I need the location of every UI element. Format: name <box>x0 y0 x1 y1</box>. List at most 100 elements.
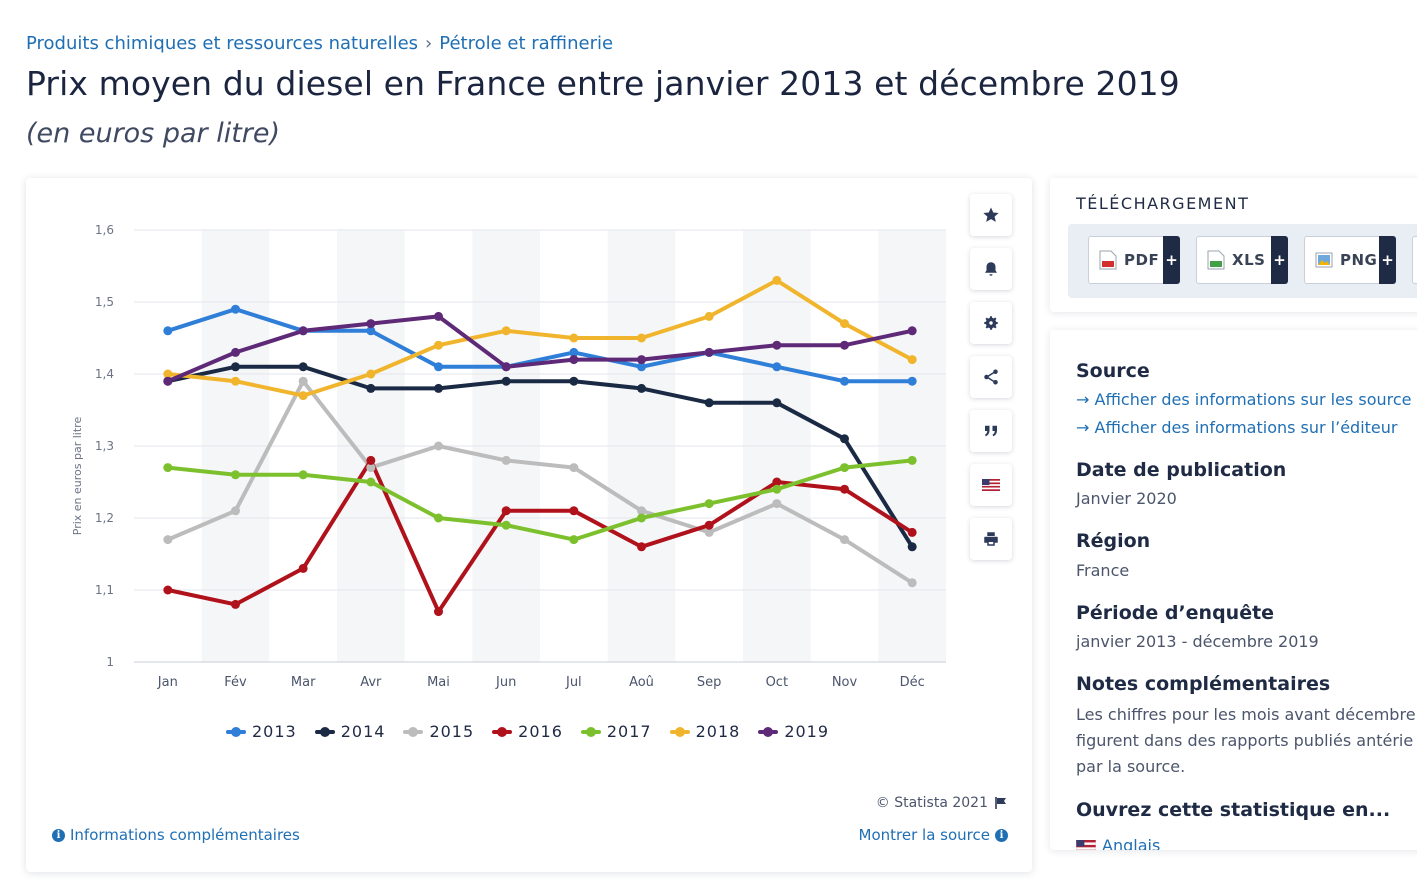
x-tick-label: Déc <box>900 675 925 690</box>
open-in-english-label: Anglais <box>1102 836 1161 850</box>
data-point-2013 <box>434 362 443 372</box>
notes-line: figurent dans des rapports publiés antér… <box>1076 731 1414 750</box>
star-icon <box>983 207 999 222</box>
series-line-2014 <box>165 364 915 549</box>
data-point-2018 <box>298 391 308 401</box>
info-icon: i <box>995 828 1008 842</box>
survey-period-value: janvier 2013 - décembre 2019 <box>1076 632 1319 651</box>
download-card: TÉLÉCHARGEMENT PDF + XLS + PNG + <box>1050 178 1417 312</box>
data-point-2018 <box>772 275 782 285</box>
publisher-info-link[interactable]: → Afficher des informations sur l’éditeu… <box>1076 418 1398 437</box>
data-point-2018 <box>840 319 849 329</box>
cite-button[interactable] <box>970 410 1012 452</box>
legend-label: 2014 <box>340 722 386 741</box>
favorite-button[interactable] <box>970 194 1012 236</box>
region-value: France <box>1076 561 1130 580</box>
x-tick-label: Avr <box>360 675 382 690</box>
legend-marker <box>492 726 513 737</box>
data-point-2018 <box>501 326 511 336</box>
data-point-2019 <box>637 355 646 365</box>
download-xls-label: XLS <box>1232 251 1266 269</box>
data-point-2017 <box>231 470 240 480</box>
legend-dot <box>319 726 330 737</box>
print-icon <box>984 532 998 546</box>
chart-card: 1 1,1 1,2 1,3 1,4 1,5 1,6 Jan Fév Mar Avr Mai Jun Jul… <box>26 178 1032 872</box>
copyright: © Statista 2021 <box>876 795 1008 811</box>
notes-line: Les chiffres pour les mois avant décembr… <box>1076 705 1416 724</box>
data-point-2017 <box>840 463 849 473</box>
plus-icon: + <box>1163 236 1180 284</box>
y-tick-label: 1,4 <box>95 367 114 381</box>
legend-item-2015[interactable]: 2015 <box>403 722 474 741</box>
region-heading: Région <box>1076 530 1151 552</box>
y-tick-label: 1,3 <box>95 439 114 453</box>
print-button[interactable] <box>970 518 1012 560</box>
download-pdf-button[interactable]: PDF + <box>1088 236 1180 284</box>
chart-legend: 2013 2014 2015 2016 2017 2018 2019 <box>226 722 847 741</box>
data-point-2016 <box>231 599 240 609</box>
breadcrumb-item-petroleum[interactable]: Pétrole et raffinerie <box>439 33 614 54</box>
data-point-2015 <box>163 535 173 545</box>
breadcrumb-item-chemicals[interactable]: Produits chimiques et ressources naturel… <box>26 33 419 54</box>
download-more-button[interactable] <box>1412 236 1417 284</box>
x-tick-label: Nov <box>832 675 858 690</box>
gear-icon <box>984 316 998 330</box>
data-point-2019 <box>772 340 782 350</box>
share-button[interactable] <box>970 356 1012 398</box>
data-point-2019 <box>501 362 511 372</box>
data-point-2017 <box>298 470 308 480</box>
legend-item-2018[interactable]: 2018 <box>669 722 741 741</box>
source-info-link[interactable]: → Afficher des informations sur les sour… <box>1076 390 1412 409</box>
data-point-2014 <box>231 362 240 372</box>
series-line-2018 <box>165 278 915 398</box>
data-point-2013 <box>840 376 849 386</box>
data-point-2013 <box>366 326 376 336</box>
series-line-2019 <box>165 314 915 384</box>
legend-item-2013[interactable]: 2013 <box>226 722 297 741</box>
flag-icon[interactable] <box>994 796 1008 810</box>
download-xls-button[interactable]: XLS + <box>1196 236 1288 284</box>
data-point-2017 <box>569 535 579 545</box>
series-line-2016 <box>165 458 915 614</box>
data-point-2015 <box>231 506 240 516</box>
y-tick-label: 1,5 <box>95 295 114 309</box>
more-info-link[interactable]: i Informations complémentaires <box>52 826 300 844</box>
data-point-2016 <box>298 563 308 573</box>
notes-line: par la source. <box>1076 757 1186 776</box>
data-point-2017 <box>772 484 782 494</box>
data-point-2014 <box>840 434 849 444</box>
legend-item-2017[interactable]: 2017 <box>580 722 652 741</box>
data-point-2015 <box>298 376 308 386</box>
data-point-2014 <box>501 376 511 386</box>
x-tick-label: Mar <box>291 675 316 690</box>
series-line-2013 <box>165 307 915 384</box>
source-heading: Source <box>1076 360 1150 382</box>
data-point-2019 <box>569 355 579 365</box>
publication-date-heading: Date de publication <box>1076 459 1287 481</box>
data-point-2019 <box>434 311 443 321</box>
legend-item-2019[interactable]: 2019 <box>758 722 829 741</box>
open-in-english-link[interactable]: Anglais <box>1076 836 1160 850</box>
notes-text: Les chiffres pour les mois avant décembr… <box>1076 702 1417 780</box>
alert-button[interactable] <box>970 248 1012 290</box>
quote-icon <box>985 425 997 437</box>
download-png-button[interactable]: PNG + <box>1304 236 1396 284</box>
data-point-2019 <box>907 326 917 336</box>
show-source-link[interactable]: Montrer la source i <box>859 826 1008 844</box>
legend-item-2016[interactable]: 2016 <box>492 722 563 741</box>
data-point-2018 <box>637 333 646 343</box>
settings-button[interactable] <box>970 302 1012 344</box>
info-icon: i <box>52 828 65 842</box>
data-point-2015 <box>501 455 511 465</box>
legend-marker <box>403 726 424 737</box>
data-point-2015 <box>704 527 714 537</box>
language-button[interactable] <box>970 464 1012 506</box>
data-point-2018 <box>163 369 173 379</box>
data-point-2017 <box>163 463 173 473</box>
data-point-2016 <box>637 542 646 552</box>
legend-item-2014[interactable]: 2014 <box>314 722 386 741</box>
data-point-2016 <box>569 506 579 516</box>
data-point-2013 <box>772 362 782 372</box>
data-point-2019 <box>840 340 849 350</box>
legend-marker <box>669 726 690 737</box>
